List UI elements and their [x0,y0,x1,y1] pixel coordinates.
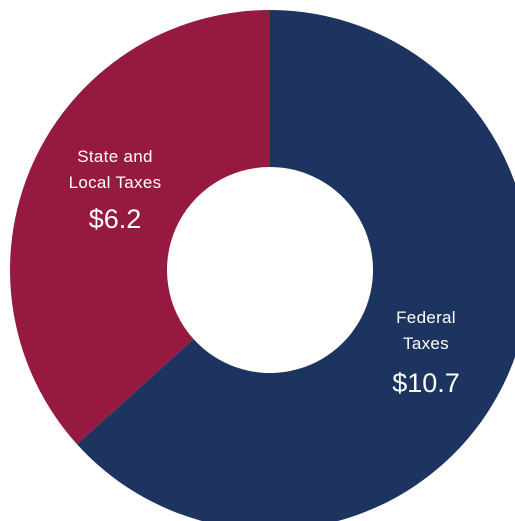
slice-label-federal: Federal Taxes $10.7 [392,308,460,398]
label-state-line-1: State and [77,147,152,166]
slice-federal-taxes [76,10,515,521]
label-federal-line-2: Taxes [403,334,449,353]
donut-slices [10,10,515,521]
label-state-line-2: Local Taxes [69,173,162,192]
slice-state-local-taxes [10,10,271,445]
slice-label-state-local: State and Local Taxes $6.2 [69,147,162,234]
label-federal-value: $10.7 [392,368,460,398]
label-state-value: $6.2 [89,204,142,234]
label-federal-line-1: Federal [396,308,456,327]
